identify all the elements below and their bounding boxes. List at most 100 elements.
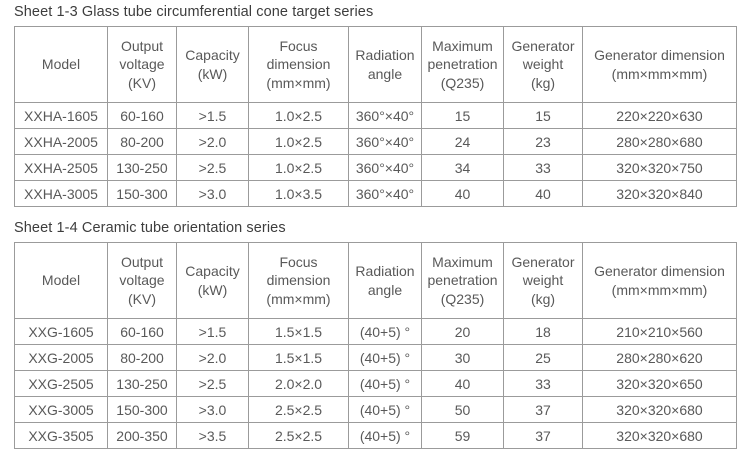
table-cell: 1.0×2.5 <box>248 154 349 181</box>
column-header: Focus dimension (mm×mm) <box>248 242 349 319</box>
header-row: Model Output voltage (KV) Capacity (kW) Foc… <box>14 242 737 319</box>
table-cell: 150-300 <box>107 396 177 423</box>
table-cell: 59 <box>421 422 504 449</box>
table-cell: 18 <box>503 318 583 345</box>
table-cell: 280×280×680 <box>582 128 737 155</box>
table-cell: 40 <box>421 180 504 207</box>
table-cell: >1.5 <box>176 102 249 129</box>
table-cell: 20 <box>421 318 504 345</box>
table-cell: XXHA-1605 <box>14 102 108 129</box>
table-cell: 210×210×560 <box>582 318 737 345</box>
column-header: Maximum penetration (Q235) <box>421 26 504 103</box>
table-cell: 1.0×3.5 <box>248 180 349 207</box>
table-cell: 220×220×630 <box>582 102 737 129</box>
column-header: Capacity (kW) <box>176 26 249 103</box>
table-cell: 40 <box>503 180 583 207</box>
table-cell: 24 <box>421 128 504 155</box>
table-cell: >2.5 <box>176 154 249 181</box>
table-cell: 33 <box>503 370 583 397</box>
ceramic-tube-spec-table: Model Output voltage (KV) Capacity (kW) Foc… <box>14 242 737 449</box>
table-row: XXHA-2005 80-200 >2.0 1.0×2.5 360°×40° 24 23 28… <box>14 128 737 155</box>
table-cell: 200-350 <box>107 422 177 449</box>
table-cell: 80-200 <box>107 344 177 371</box>
table-cell: >2.0 <box>176 344 249 371</box>
table-cell: XXHA-3005 <box>14 180 108 207</box>
column-header: Radiation angle <box>348 26 422 103</box>
table-cell: 50 <box>421 396 504 423</box>
table-row: XXG-2005 80-200 >2.0 1.5×1.5 (40+5) ° 30 25 280… <box>14 344 737 371</box>
sheet-1-3-section: Sheet 1-3 Glass tube circumferential con… <box>14 4 737 207</box>
sheet-1-4-title: Sheet 1-4 Ceramic tube orientation serie… <box>14 220 286 236</box>
table-cell: 25 <box>503 344 583 371</box>
column-header: Model <box>14 26 108 103</box>
table-cell: XXG-2005 <box>14 344 108 371</box>
column-header: Output voltage (KV) <box>107 26 177 103</box>
table-cell: 130-250 <box>107 370 177 397</box>
sheet-1-4-section: Sheet 1-4 Ceramic tube orientation serie… <box>14 220 737 449</box>
table-cell: (40+5) ° <box>348 344 422 371</box>
table-cell: 80-200 <box>107 128 177 155</box>
table-row: XXHA-1605 60-160 >1.5 1.0×2.5 360°×40° 15 15 22… <box>14 102 737 129</box>
table-cell: 320×320×680 <box>582 396 737 423</box>
column-header: Generator dimension (mm×mm×mm) <box>582 26 737 103</box>
column-header: Focus dimension (mm×mm) <box>248 26 349 103</box>
table-cell: 360°×40° <box>348 102 422 129</box>
table-cell: 33 <box>503 154 583 181</box>
table-row: XXG-1605 60-160 >1.5 1.5×1.5 (40+5) ° 20 18 210… <box>14 318 737 345</box>
table-cell: 320×320×750 <box>582 154 737 181</box>
table-row: XXHA-3005 150-300 >3.0 1.0×3.5 360°×40° 40 40 3… <box>14 180 737 207</box>
table-cell: 360°×40° <box>348 180 422 207</box>
table-cell: >1.5 <box>176 318 249 345</box>
table-row: XXG-2505 130-250 >2.5 2.0×2.0 (40+5) ° 40 33 32… <box>14 370 737 397</box>
column-header: Capacity (kW) <box>176 242 249 319</box>
table-cell: 150-300 <box>107 180 177 207</box>
header-row: Model Output voltage (KV) Capacity (kW) Foc… <box>14 26 737 103</box>
table-cell: 320×320×650 <box>582 370 737 397</box>
table-cell: 60-160 <box>107 102 177 129</box>
table-cell: >3.0 <box>176 180 249 207</box>
table-cell: 34 <box>421 154 504 181</box>
table-cell: XXG-2505 <box>14 370 108 397</box>
table-cell: 30 <box>421 344 504 371</box>
table-cell: 1.0×2.5 <box>248 102 349 129</box>
table-cell: 130-250 <box>107 154 177 181</box>
table-cell: XXG-3005 <box>14 396 108 423</box>
table-cell: (40+5) ° <box>348 318 422 345</box>
table-cell: (40+5) ° <box>348 396 422 423</box>
column-header: Model <box>14 242 108 319</box>
table-cell: 37 <box>503 396 583 423</box>
column-header: Generator weight (kg) <box>503 26 583 103</box>
table-cell: 40 <box>421 370 504 397</box>
table-cell: (40+5) ° <box>348 422 422 449</box>
table-cell: >2.0 <box>176 128 249 155</box>
table-cell: 1.0×2.5 <box>248 128 349 155</box>
column-header: Generator dimension (mm×mm×mm) <box>582 242 737 319</box>
table-cell: 320×320×840 <box>582 180 737 207</box>
column-header: Radiation angle <box>348 242 422 319</box>
table-cell: XXHA-2005 <box>14 128 108 155</box>
table-cell: XXG-1605 <box>14 318 108 345</box>
table-cell: 2.5×2.5 <box>248 396 349 423</box>
table-cell: 37 <box>503 422 583 449</box>
table-row: XXHA-2505 130-250 >2.5 1.0×2.5 360°×40° 34 33 3… <box>14 154 737 181</box>
table-cell: >2.5 <box>176 370 249 397</box>
table-row: XXG-3005 150-300 >3.0 2.5×2.5 (40+5) ° 50 37 32… <box>14 396 737 423</box>
table-cell: >3.5 <box>176 422 249 449</box>
table-cell: 280×280×620 <box>582 344 737 371</box>
column-header: Generator weight (kg) <box>503 242 583 319</box>
table-cell: 15 <box>421 102 504 129</box>
table-cell: 1.5×1.5 <box>248 344 349 371</box>
sheet-1-3-title: Sheet 1-3 Glass tube circumferential con… <box>14 4 374 20</box>
table-cell: 15 <box>503 102 583 129</box>
table-cell: >3.0 <box>176 396 249 423</box>
table-cell: (40+5) ° <box>348 370 422 397</box>
table-cell: 23 <box>503 128 583 155</box>
table-cell: 1.5×1.5 <box>248 318 349 345</box>
table-cell: 320×320×680 <box>582 422 737 449</box>
table-cell: 2.5×2.5 <box>248 422 349 449</box>
column-header: Output voltage (KV) <box>107 242 177 319</box>
glass-tube-spec-table: Model Output voltage (KV) Capacity (kW) Foc… <box>14 26 737 207</box>
table-row: XXG-3505 200-350 >3.5 2.5×2.5 (40+5) ° 59 37 32… <box>14 422 737 449</box>
table-cell: 360°×40° <box>348 128 422 155</box>
table-cell: 360°×40° <box>348 154 422 181</box>
